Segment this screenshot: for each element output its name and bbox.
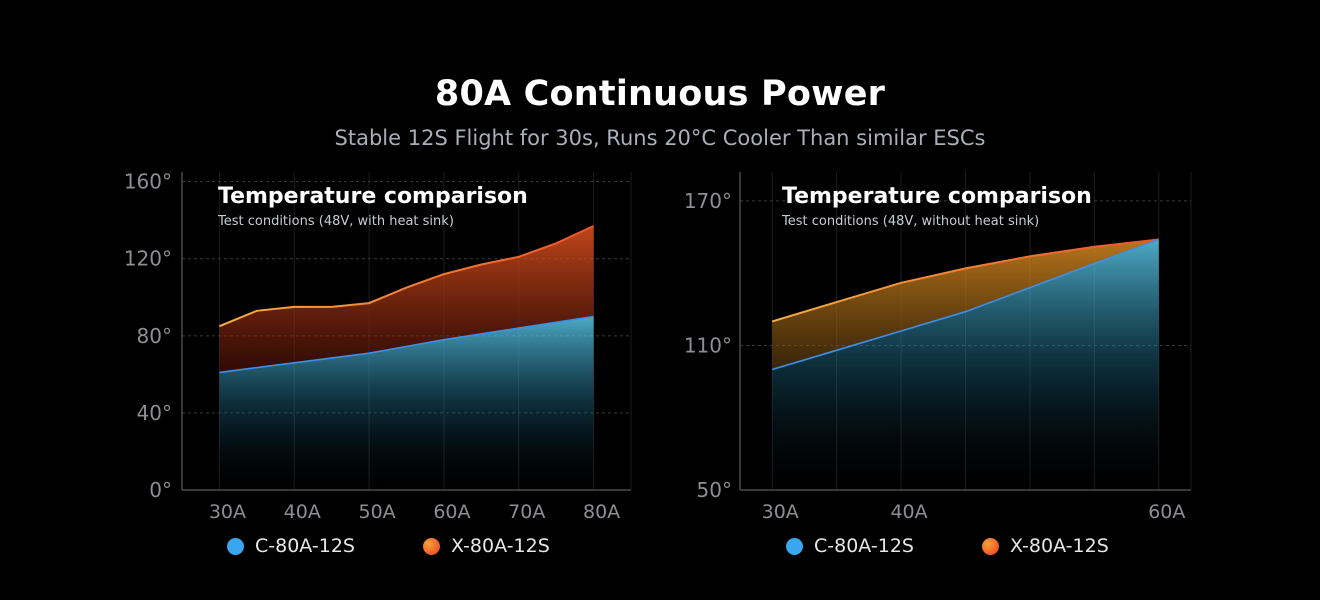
y-tick-label: 120° <box>124 247 172 271</box>
chart-subtitle: Test conditions (48V, without heat sink) <box>781 214 1039 229</box>
x-tick-label: 60A <box>433 501 470 523</box>
y-tick-label: 40° <box>137 401 172 425</box>
x-series-line <box>219 225 595 328</box>
legend-left: C-80A-12S X-80A-12S <box>227 535 618 557</box>
x-tick-label: 40A <box>890 501 927 523</box>
legend-label-c: C-80A-12S <box>814 535 914 557</box>
legend-dot-c <box>786 537 803 555</box>
y-tick-label: 110° <box>684 333 732 357</box>
chart-without-heat-sink: 50° 110° 170° 30A 40A 60A Temperature comparis… <box>684 172 1192 523</box>
c-series-line <box>771 238 1160 371</box>
x-tick-label: 80A <box>583 501 620 523</box>
chart-with-heat-sink: 0° 40° 80° 120° 160° 30A 40A 50A 60A 70A 80A Temper… <box>124 170 632 523</box>
x-series-line <box>771 238 1159 323</box>
x-tick-label: 30A <box>762 501 799 523</box>
chart-title: Temperature comparison <box>782 184 1092 209</box>
page-subtitle: Stable 12S Flight for 30s, Runs 20°C Coo… <box>334 126 986 150</box>
legend-item-x: X-80A-12S <box>422 535 550 557</box>
x-series-area <box>219 226 594 373</box>
x-tick-label: 30A <box>209 501 246 523</box>
legend-item-c: C-80A-12S <box>786 535 914 557</box>
y-tick-label: 160° <box>124 170 172 194</box>
legend-dot-x <box>981 537 999 555</box>
x-tick-label: 70A <box>508 501 545 523</box>
x-tick-label: 60A <box>1148 501 1185 523</box>
x-tick-label: 40A <box>284 501 321 523</box>
y-tick-label: 80° <box>137 324 172 348</box>
legend-label-x: X-80A-12S <box>450 535 550 557</box>
legend-dot-c <box>227 537 244 555</box>
c-series-area <box>219 316 594 490</box>
c-series-line <box>219 315 594 374</box>
y-tick-label: 0° <box>149 478 172 502</box>
chart-title: Temperature comparison <box>218 184 528 209</box>
legend-label-c: C-80A-12S <box>255 535 355 557</box>
legend-item-x: X-80A-12S <box>981 535 1109 557</box>
legend-right: C-80A-12S X-80A-12S <box>786 535 1177 557</box>
page-title: 80A Continuous Power <box>434 74 886 114</box>
legend-item-c: C-80A-12S <box>227 535 355 557</box>
legend-label-x: X-80A-12S <box>1009 535 1109 557</box>
x-series-area <box>772 239 1159 370</box>
x-tick-label: 50A <box>358 501 395 523</box>
legend-dot-x <box>422 537 440 555</box>
chart-subtitle: Test conditions (48V, with heat sink) <box>217 214 454 229</box>
c-series-area <box>772 239 1159 490</box>
y-tick-label: 50° <box>697 478 732 502</box>
y-tick-label: 170° <box>684 189 732 213</box>
